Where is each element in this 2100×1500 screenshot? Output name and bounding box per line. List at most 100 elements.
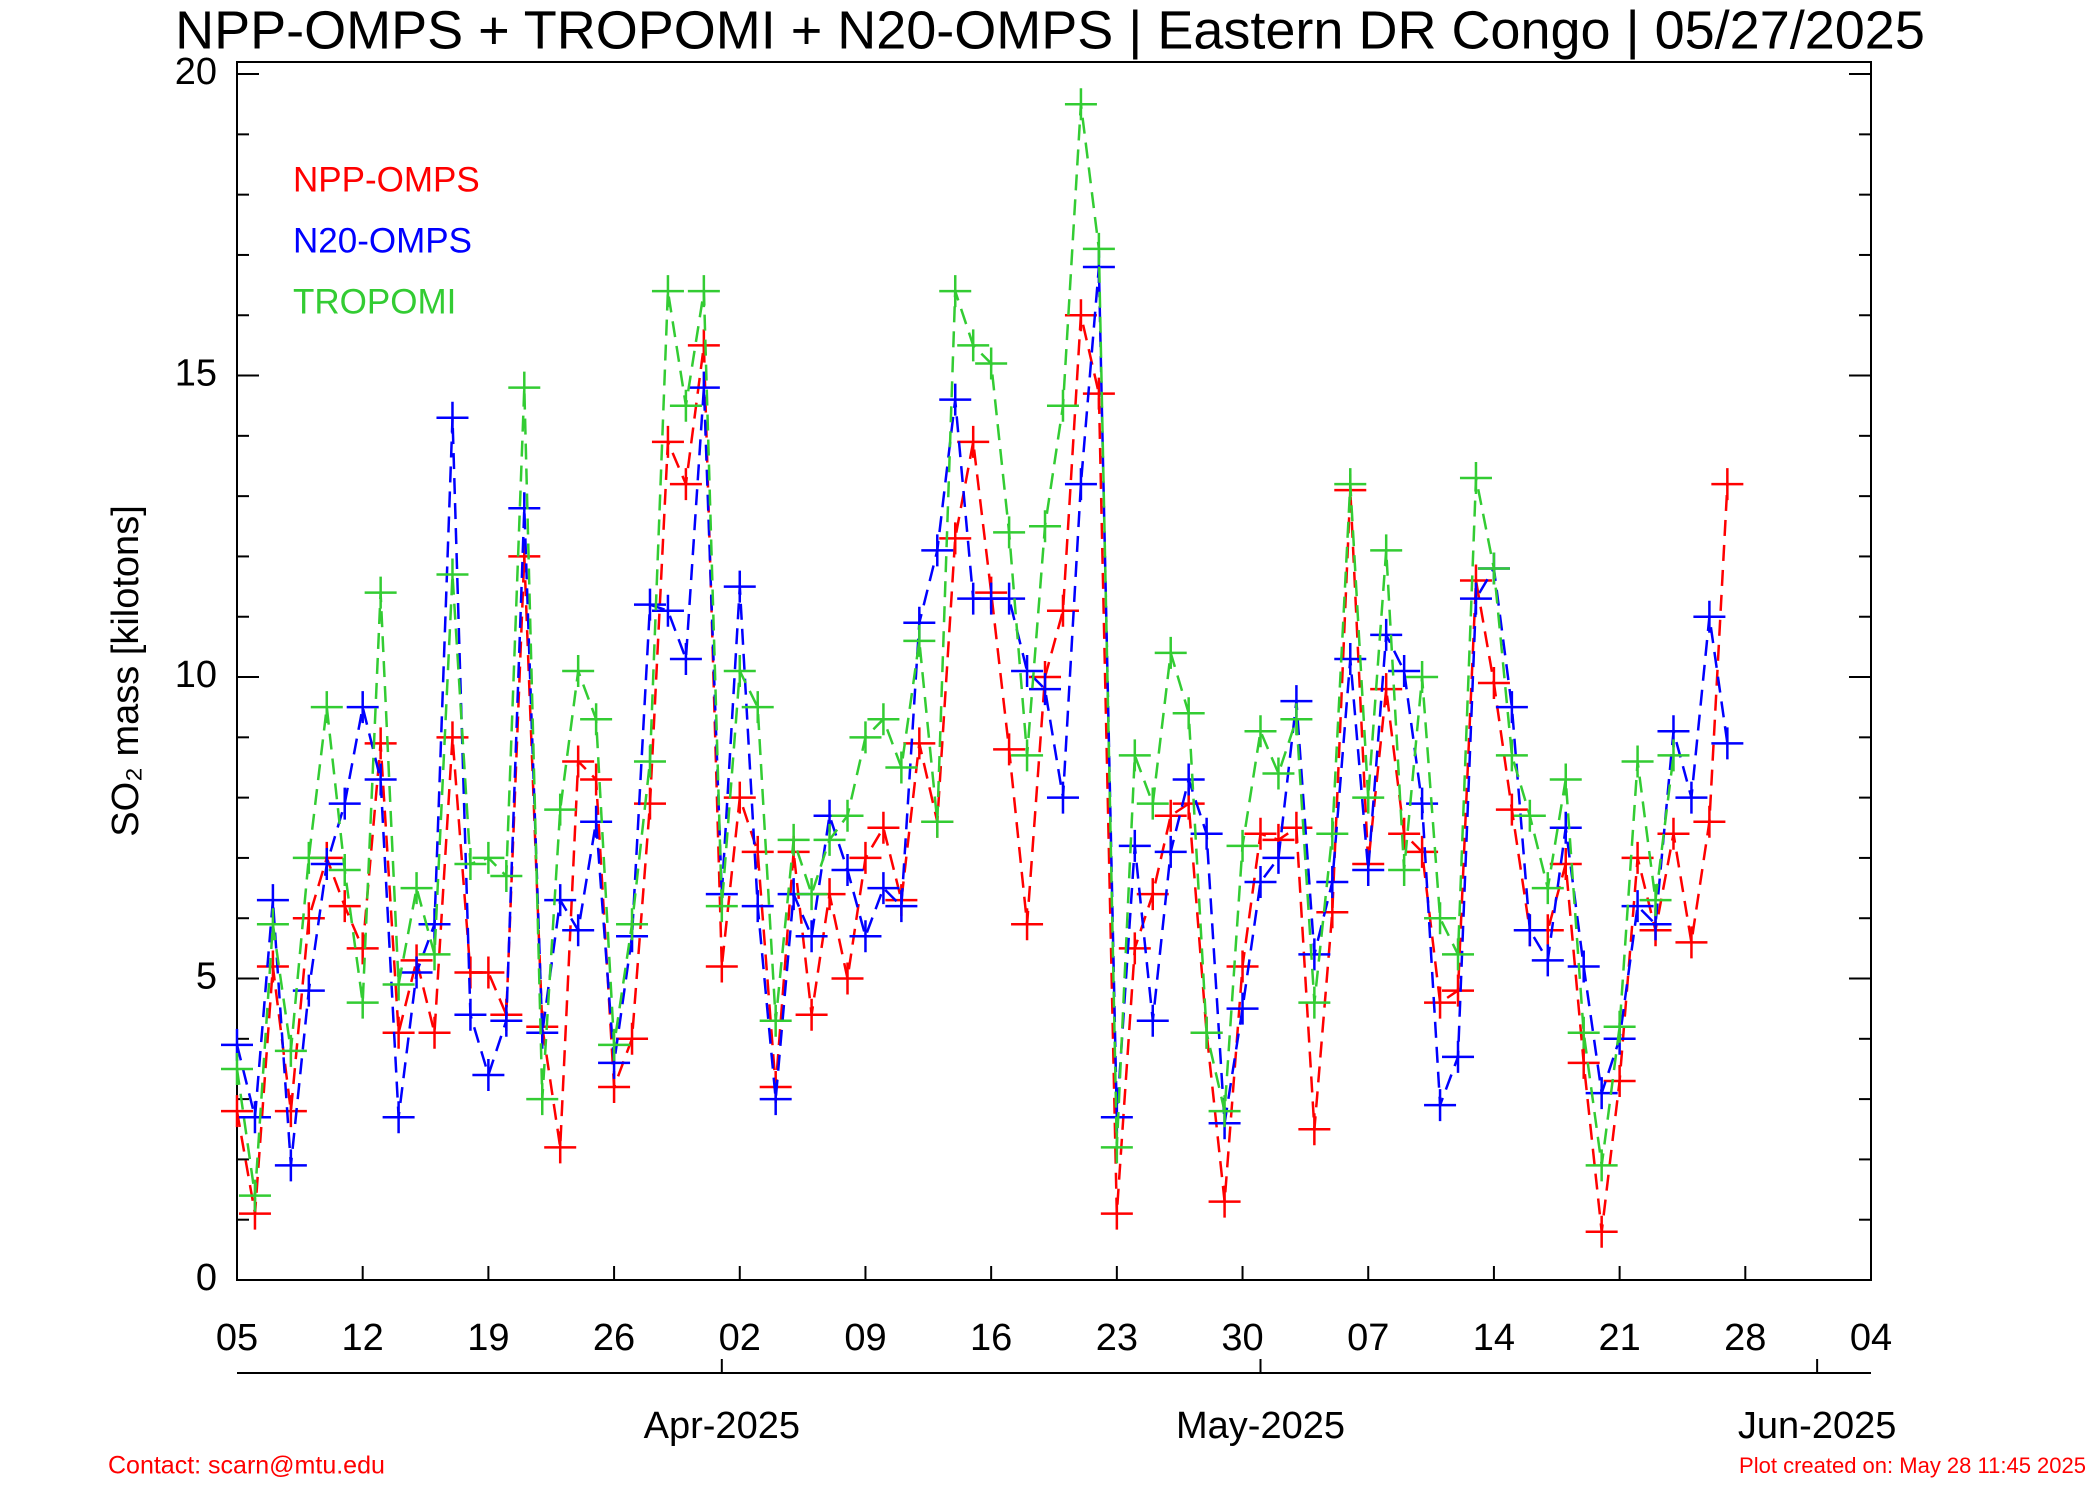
data-point — [490, 860, 523, 893]
data-point — [1406, 835, 1439, 868]
data-point — [292, 841, 325, 874]
data-point — [1442, 974, 1475, 1007]
data-point — [903, 624, 936, 657]
data-point — [1244, 866, 1277, 899]
x-tick-label: 16 — [970, 1317, 1012, 1359]
data-point — [580, 805, 613, 838]
data-point — [436, 401, 469, 434]
data-point — [364, 727, 397, 760]
x-tick-label: 23 — [1096, 1317, 1138, 1359]
data-point — [1226, 829, 1259, 862]
x-tick-label: 30 — [1221, 1317, 1263, 1359]
data-point — [1298, 986, 1331, 1019]
data-point — [669, 642, 702, 675]
data-point — [400, 872, 433, 905]
series-line — [235, 266, 1729, 1166]
data-point — [364, 576, 397, 609]
x-tick-label: 12 — [342, 1317, 384, 1359]
x-tick-label: 19 — [467, 1317, 509, 1359]
data-point — [849, 721, 882, 754]
data-point — [1118, 829, 1151, 862]
data-point — [508, 492, 541, 525]
data-point — [274, 1149, 307, 1182]
month-label: Jun-2025 — [1738, 1405, 1896, 1447]
data-point — [1388, 817, 1421, 850]
data-point — [526, 1016, 559, 1049]
data-point — [346, 932, 379, 965]
data-point — [1280, 811, 1313, 844]
data-point — [1046, 781, 1079, 814]
data-point — [1244, 817, 1277, 850]
data-point — [1459, 462, 1492, 495]
data-point — [1136, 787, 1169, 820]
data-point — [1513, 914, 1546, 947]
data-point — [1657, 739, 1690, 772]
data-point — [1262, 841, 1295, 874]
data-point — [1424, 986, 1457, 1019]
data-point — [1567, 950, 1600, 983]
data-point — [921, 534, 954, 567]
data-point — [472, 956, 505, 989]
data-point — [310, 847, 343, 880]
data-point — [957, 425, 990, 458]
data-point — [490, 1004, 523, 1037]
data-point — [849, 841, 882, 874]
data-point — [1064, 468, 1097, 501]
data-point — [741, 835, 774, 868]
data-point — [633, 745, 666, 778]
y-tick-label: 0 — [196, 1257, 217, 1299]
data-point — [723, 570, 756, 603]
data-point — [1029, 510, 1062, 543]
data-point — [1406, 661, 1439, 694]
data-point — [687, 275, 720, 308]
data-point — [1154, 636, 1187, 669]
x-tick-label: 21 — [1598, 1317, 1640, 1359]
data-point — [795, 998, 828, 1031]
data-point — [777, 823, 810, 856]
data-point — [1711, 468, 1744, 501]
data-point — [669, 389, 702, 422]
data-point — [418, 938, 451, 971]
data-point — [687, 329, 720, 362]
data-point — [598, 1028, 631, 1061]
data-point — [1190, 1016, 1223, 1049]
data-point — [1136, 1004, 1169, 1037]
data-point — [1011, 739, 1044, 772]
data-point — [328, 787, 361, 820]
data-point — [1567, 1016, 1600, 1049]
data-point — [705, 890, 738, 923]
data-point — [382, 1101, 415, 1134]
data-point — [867, 872, 900, 905]
data-point — [562, 914, 595, 947]
data-point — [1064, 88, 1097, 121]
footer-timestamp: Plot created on: May 28 11:45 2025 — [1739, 1453, 2086, 1478]
data-point — [759, 1004, 792, 1037]
data-point — [1316, 866, 1349, 899]
data-point — [921, 805, 954, 838]
data-point — [346, 986, 379, 1019]
y-tick-label: 20 — [175, 51, 217, 93]
x-tick-label: 05 — [216, 1317, 258, 1359]
month-label: Apr-2025 — [644, 1405, 800, 1447]
data-point — [238, 1101, 271, 1134]
data-point — [1549, 811, 1582, 844]
data-point — [1370, 618, 1403, 651]
data-point — [1154, 799, 1187, 832]
data-point — [939, 522, 972, 555]
data-point — [795, 920, 828, 953]
data-point — [562, 745, 595, 778]
data-point — [418, 1016, 451, 1049]
data-point — [993, 733, 1026, 766]
data-point — [1334, 468, 1367, 501]
data-point — [508, 540, 541, 573]
data-point — [1442, 938, 1475, 971]
data-point — [1675, 926, 1708, 959]
data-point — [1046, 389, 1079, 422]
x-tick-label: 02 — [719, 1317, 761, 1359]
data-point — [1011, 655, 1044, 687]
data-point — [382, 968, 415, 1001]
data-point — [849, 920, 882, 953]
data-point — [1046, 594, 1079, 627]
data-point — [580, 703, 613, 736]
data-point — [669, 468, 702, 501]
